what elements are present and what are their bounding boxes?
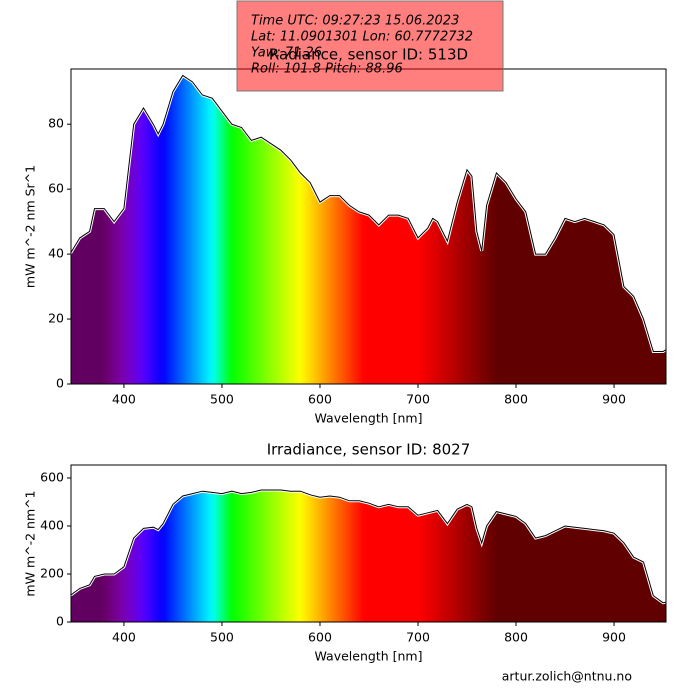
y-tick-label: 60 bbox=[48, 181, 64, 196]
plot-area bbox=[71, 488, 666, 622]
spectrum-line bbox=[71, 74, 666, 352]
chart-title: Irradiance, sensor ID: 8027 bbox=[267, 441, 471, 459]
x-axis-label: Wavelength [nm] bbox=[315, 649, 423, 664]
y-tick-label: 40 bbox=[48, 246, 64, 261]
y-tick-label: 0 bbox=[56, 376, 64, 391]
x-tick-label: 900 bbox=[602, 392, 626, 407]
x-tick-label: 800 bbox=[504, 392, 528, 407]
y-tick-label: 80 bbox=[48, 116, 64, 131]
y-tick-label: 0 bbox=[56, 614, 64, 629]
x-tick-label: 500 bbox=[210, 630, 234, 645]
spectrum-line bbox=[71, 489, 666, 604]
annotation-line: Yaw: 71.26 bbox=[251, 46, 322, 61]
x-tick-label: 800 bbox=[504, 630, 528, 645]
spectrum-area bbox=[71, 75, 666, 384]
annotation-line: Lat: 11.0901301 Lon: 60.7772732 bbox=[251, 30, 473, 45]
y-axis-label: mW m^-2 nm^1 bbox=[23, 490, 38, 596]
annotation-line: Roll: 101.8 Pitch: 88.96 bbox=[251, 62, 403, 77]
x-tick-label: 600 bbox=[308, 392, 332, 407]
x-tick-label: 500 bbox=[210, 392, 234, 407]
y-tick-label: 200 bbox=[40, 565, 64, 580]
axes-frame bbox=[70, 464, 667, 623]
spectrum-area bbox=[71, 490, 666, 622]
y-tick-label: 400 bbox=[40, 517, 64, 532]
x-tick-label: 400 bbox=[112, 392, 136, 407]
y-axis-label: mW m^-2 nm Sr^1 bbox=[23, 165, 38, 288]
footer: artur.zolich@ntnu.no bbox=[502, 669, 632, 684]
x-tick-label: 600 bbox=[308, 630, 332, 645]
x-tick-label: 400 bbox=[112, 630, 136, 645]
x-tick-label: 700 bbox=[406, 392, 430, 407]
x-axis-label: Wavelength [nm] bbox=[315, 411, 423, 426]
y-tick-label: 600 bbox=[40, 469, 64, 484]
y-tick-label: 20 bbox=[48, 311, 64, 326]
plot-area bbox=[71, 73, 666, 384]
x-tick-label: 700 bbox=[406, 630, 430, 645]
chart-title: Radiance, sensor ID: 513D bbox=[269, 46, 468, 64]
annotation-box bbox=[236, 0, 504, 92]
annotation-line: Time UTC: 09:27:23 15.06.2023 bbox=[251, 14, 459, 29]
x-tick-label: 900 bbox=[602, 630, 626, 645]
